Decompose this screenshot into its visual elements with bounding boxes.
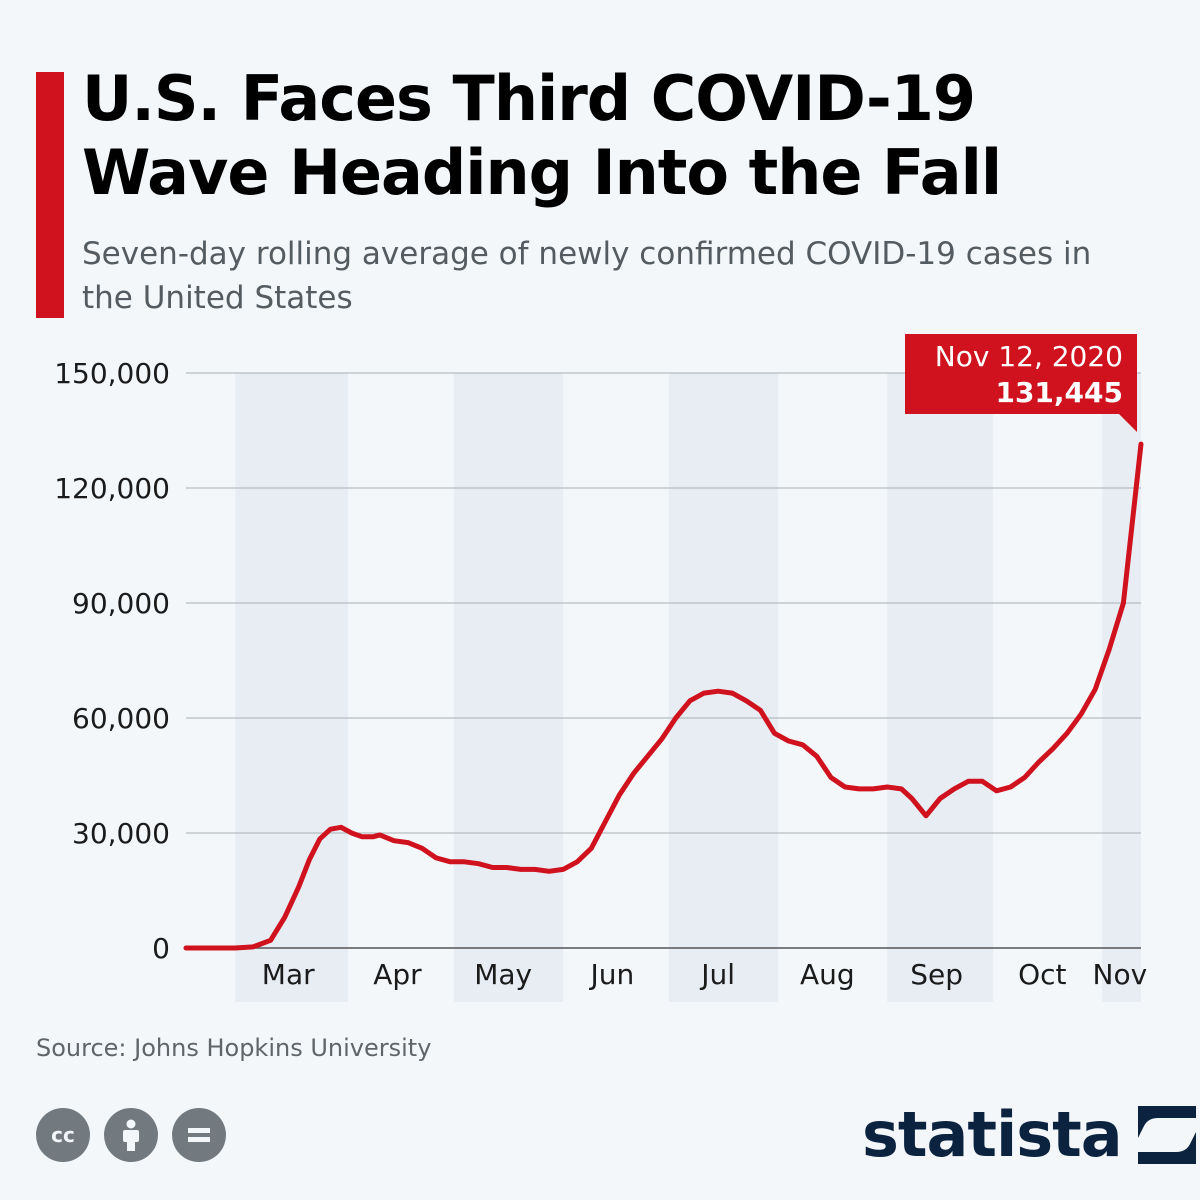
cc-label: cc [51,1123,75,1147]
x-tick-label: Oct [1018,958,1066,991]
callout-date: Nov 12, 2020 [935,340,1123,373]
x-tick-label: Jun [589,958,635,991]
gridlines [186,372,1141,949]
y-tick-label: 30,000 [72,817,170,850]
month-bands [235,373,1141,1002]
cc-icon[interactable]: cc [36,1108,90,1162]
month-band [668,373,779,1002]
line-chart: 0 30,000 60,000 90,000 120,000 150,000 Mar Apr… [54,334,1147,1002]
series-line [183,441,1144,951]
x-tick-label: Apr [373,958,422,991]
x-tick-label: Nov [1093,958,1148,991]
y-tick-label: 90,000 [72,587,170,620]
accent-bar [36,72,64,318]
month-band [887,373,993,1002]
value-callout: Nov 12, 2020 131,445 [905,334,1137,432]
y-tick-label: 0 [152,932,170,965]
callout-box [905,334,1137,414]
statista-logo-icon [1137,1106,1196,1164]
attribution-icon[interactable] [104,1108,158,1162]
month-band [453,373,564,1002]
month-band [1102,373,1141,1002]
no-derivatives-icon[interactable] [172,1108,226,1162]
y-tick-label: 150,000 [54,357,170,390]
source-note: Source: Johns Hopkins University [36,1034,432,1062]
x-tick-label: Sep [910,958,963,991]
x-tick-label: Jul [699,958,735,991]
chart-title: U.S. Faces Third COVID-19 Wave Heading I… [82,62,1002,209]
statista-logo[interactable]: statista [862,1100,1196,1170]
license-icons: cc [36,1108,226,1162]
y-axis-ticks: 0 30,000 60,000 90,000 120,000 150,000 [54,357,170,965]
chart-subtitle: Seven-day rolling average of newly confi… [82,236,1092,316]
y-tick-label: 60,000 [72,702,170,735]
y-tick-label: 120,000 [54,472,170,505]
x-tick-label: May [474,958,532,991]
x-tick-label: Mar [262,958,315,991]
brand-name: statista [862,1098,1123,1171]
x-tick-label: Aug [800,958,855,991]
callout-pointer [1119,414,1137,432]
callout-value: 131,445 [995,376,1123,409]
x-axis-ticks: Mar Apr May Jun Jul Aug Sep Oct Nov [262,958,1147,991]
